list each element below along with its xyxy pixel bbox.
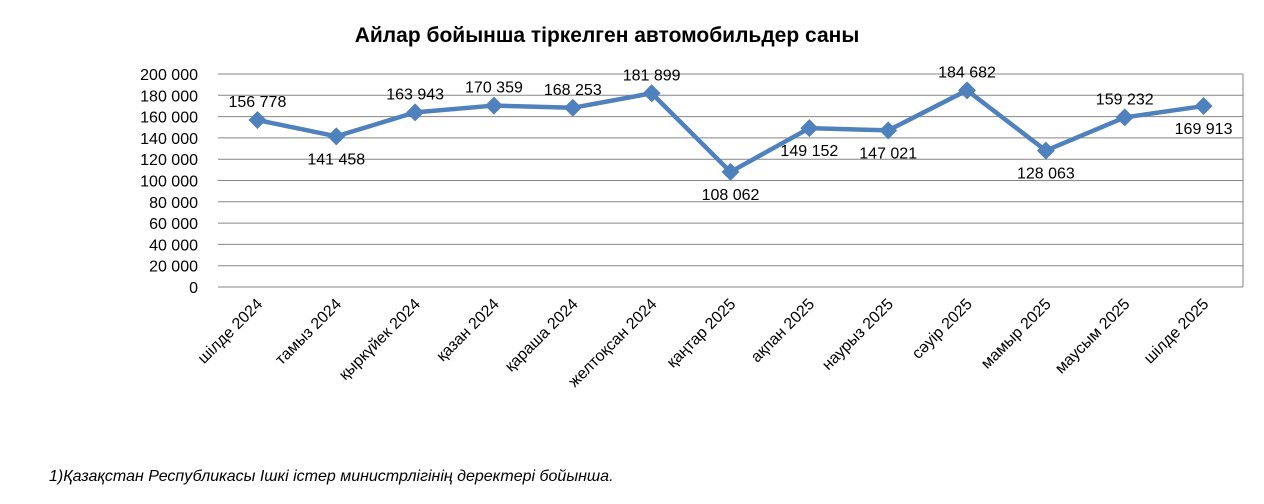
data-label: 149 152 [780,143,838,160]
data-label: 168 253 [544,82,602,99]
data-point-marker [248,111,267,130]
data-label: 147 021 [859,145,917,162]
data-point-marker [800,119,819,138]
data-point-marker [642,84,661,103]
y-tick-label: 200 000 [140,67,198,84]
x-tick-label: наурыз 2025 [819,296,897,374]
y-tick-label: 60 000 [149,216,198,233]
x-tick-label: желтоқсан 2024 [566,296,661,391]
data-point-marker [563,98,582,117]
x-tick-label: қараша 2024 [502,296,582,376]
x-tick-label: қаңтар 2025 [664,296,740,372]
y-tick-label: 20 000 [149,259,198,276]
x-tick-label: қазан 2024 [434,296,503,365]
data-point-marker [879,121,898,140]
data-point-marker [406,103,425,122]
x-tick-label: қыркүйек 2024 [336,296,424,384]
y-tick-label: 80 000 [149,195,198,212]
data-point-marker [1115,108,1134,127]
data-point-marker [484,96,503,115]
x-tick-label: сәуір 2025 [909,296,976,363]
x-tick-label: мамыр 2025 [978,296,1055,373]
data-point-marker [721,162,740,181]
data-label: 163 943 [386,86,444,103]
data-label: 181 899 [623,67,681,84]
chart-title: Айлар бойынша тіркелген автомобильдер са… [354,24,860,47]
y-axis-ticks: 0 20 000 40 000 60 000 80 000 100 000 120 000 1… [140,67,198,297]
footnote: 1)Қазақстан Республикасы Ішкі істер мини… [49,468,614,485]
data-label: 128 063 [1017,166,1075,183]
data-label: 141 458 [307,151,365,168]
y-tick-label: 140 000 [140,131,198,148]
data-point-marker [1194,97,1213,116]
y-tick-label: 0 [189,280,198,297]
data-point-marker [327,127,346,146]
x-tick-label: маусым 2025 [1052,296,1133,377]
x-tick-label: шілде 2025 [1141,296,1212,367]
data-label: 159 232 [1096,91,1154,108]
y-tick-label: 160 000 [140,110,198,127]
y-tick-label: 100 000 [140,174,198,191]
data-labels: 156 778 141 458 163 943 170 359 168 253 181 8… [229,64,1233,204]
data-label: 184 682 [938,64,996,81]
y-tick-label: 120 000 [140,152,198,169]
series-points [248,81,1213,181]
x-tick-label: шілде 2024 [195,296,266,367]
data-label: 169 913 [1175,121,1233,138]
grid-lines [218,73,1244,288]
data-point-marker [958,81,977,100]
y-tick-label: 180 000 [140,88,198,105]
y-tick-label: 40 000 [149,237,198,254]
x-tick-label: ақпан 2025 [748,296,818,366]
x-tick-label: тамыз 2024 [272,296,345,369]
data-label: 108 062 [702,187,760,204]
data-label: 170 359 [465,80,523,97]
data-point-marker [1036,141,1055,160]
data-label: 156 778 [229,94,287,111]
